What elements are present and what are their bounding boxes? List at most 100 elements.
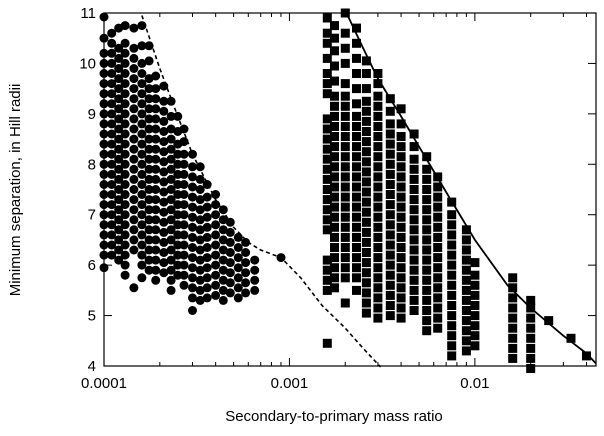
circle-point (159, 137, 169, 147)
square-point (373, 172, 383, 182)
circle-point (188, 202, 197, 212)
square-point (322, 225, 332, 235)
square-point (470, 280, 480, 290)
circle-point (233, 283, 243, 293)
circle-point (107, 79, 117, 89)
y-tick-label: 9 (88, 106, 96, 123)
square-point (340, 28, 350, 38)
square-point (433, 172, 443, 182)
square-point (373, 182, 383, 192)
circle-point (166, 285, 176, 295)
square-point (330, 162, 339, 172)
square-point (544, 316, 554, 326)
square-point (526, 333, 536, 343)
circle-point (107, 38, 117, 48)
square-point (433, 202, 443, 212)
square-point (330, 61, 339, 71)
circle-point (195, 162, 205, 172)
circle-point (120, 169, 130, 179)
square-point (340, 91, 350, 101)
circle-point (129, 114, 139, 124)
square-point (361, 298, 371, 308)
square-point (352, 182, 361, 192)
square-point (373, 232, 383, 242)
circle-point (107, 180, 117, 189)
circle-point (129, 64, 139, 73)
circle-point (179, 240, 189, 250)
circle-point (151, 154, 161, 164)
circle-point (129, 235, 139, 245)
circle-point (114, 245, 124, 255)
square-point (433, 313, 443, 323)
circle-point (159, 116, 169, 126)
square-point (322, 38, 332, 48)
square-point (330, 101, 339, 111)
circle-point (202, 243, 212, 252)
circle-point (173, 180, 183, 189)
square-point (526, 343, 536, 353)
square-point (409, 129, 419, 139)
circle-point (211, 260, 221, 270)
circle-point (120, 240, 130, 250)
square-point (447, 321, 457, 331)
square-point (396, 293, 406, 303)
circle-point (195, 235, 205, 245)
square-point (385, 290, 395, 300)
circle-point (129, 74, 139, 84)
square-point (330, 122, 339, 131)
square-point (396, 172, 406, 182)
square-point (352, 111, 361, 121)
square-point (508, 283, 518, 293)
circle-point (159, 268, 169, 278)
square-point (396, 222, 406, 232)
square-point (508, 303, 518, 313)
square-point (340, 298, 350, 308)
circle-point (151, 144, 161, 154)
circle-point (188, 293, 197, 303)
square-point (322, 275, 332, 285)
square-point (422, 195, 432, 205)
circle-point (129, 154, 139, 164)
square-point (361, 237, 371, 247)
square-point (352, 285, 361, 295)
circle-point (137, 200, 147, 210)
circle-point (137, 109, 147, 119)
circle-point (151, 265, 161, 275)
square-point (322, 154, 332, 164)
square-point (340, 152, 350, 162)
square-point (330, 76, 339, 86)
circle-point (241, 237, 251, 247)
circle-point (144, 164, 154, 174)
square-point (447, 301, 457, 310)
circle-point (233, 293, 243, 303)
circle-point (179, 250, 189, 260)
square-point (447, 270, 457, 280)
circle-point (218, 275, 228, 285)
circle-point (159, 81, 169, 91)
circle-point (159, 248, 169, 257)
circle-point (173, 111, 183, 121)
circle-point (151, 84, 161, 94)
circle-point (179, 270, 189, 280)
square-point (422, 285, 432, 295)
circle-point (202, 283, 212, 293)
square-point (373, 293, 383, 303)
circle-point (129, 84, 139, 94)
square-point (470, 301, 480, 310)
square-point (508, 323, 518, 333)
circle-point (211, 190, 221, 199)
square-point (361, 127, 371, 136)
square-point (330, 212, 339, 222)
circle-point (137, 58, 147, 68)
circle-point (179, 210, 189, 220)
square-point (322, 195, 332, 205)
square-point (396, 152, 406, 162)
circle-point (188, 162, 197, 172)
circle-point (188, 253, 197, 263)
circle-point (211, 240, 221, 250)
circle-point (166, 111, 176, 121)
circle-point (120, 129, 130, 139)
square-point (447, 250, 457, 260)
circle-point (195, 255, 205, 265)
